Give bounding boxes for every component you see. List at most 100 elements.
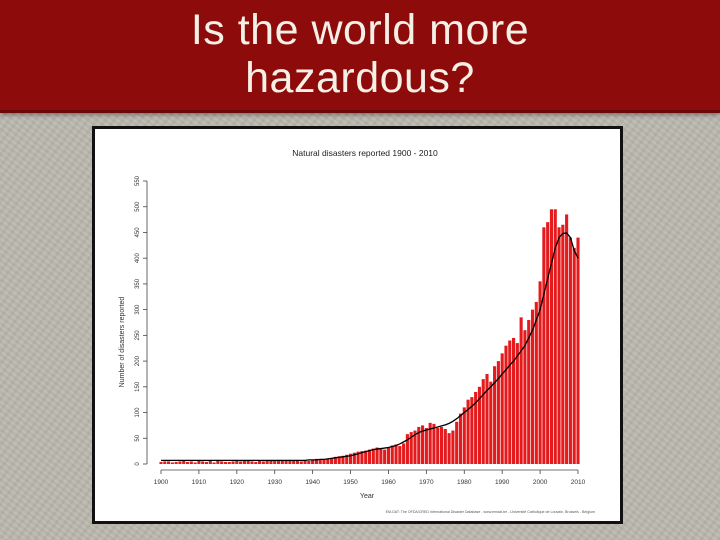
x-tick-label-1900: 1900 xyxy=(154,479,169,486)
bar-1962 xyxy=(394,444,398,464)
x-axis-label: Year xyxy=(360,493,375,500)
bar-1971 xyxy=(428,422,432,464)
y-axis-label: Number of disasters reported xyxy=(119,297,126,388)
bar-2003 xyxy=(549,209,554,464)
bar-1941 xyxy=(314,458,318,464)
bar-1966 xyxy=(409,432,413,464)
bar-1985 xyxy=(481,379,485,464)
bar-1945 xyxy=(330,457,334,464)
bar-1922 xyxy=(242,460,246,464)
bar-1925 xyxy=(254,461,258,464)
y-tick-label-450: 450 xyxy=(135,227,141,238)
bar-1955 xyxy=(367,449,372,464)
bar-1950 xyxy=(348,453,353,464)
y-tick-label-150: 150 xyxy=(135,381,141,392)
bar-1979 xyxy=(458,413,463,464)
x-tick-label-1920: 1920 xyxy=(230,479,245,486)
bar-1937 xyxy=(299,461,303,464)
y-tick-label-50: 50 xyxy=(135,434,141,441)
bar-1921 xyxy=(239,461,243,464)
bar-1988 xyxy=(493,366,497,464)
trend-line xyxy=(161,232,579,462)
bar-1995 xyxy=(519,317,523,464)
x-tick-label-1980: 1980 xyxy=(457,479,472,486)
bar-1999 xyxy=(534,301,538,464)
bar-1981 xyxy=(466,399,470,464)
bar-1947 xyxy=(337,456,341,464)
bar-1996 xyxy=(523,330,527,464)
bar-2004 xyxy=(553,209,557,464)
bar-1953 xyxy=(360,451,364,464)
bar-1963 xyxy=(398,445,402,464)
x-tick-label-2000: 2000 xyxy=(533,479,548,486)
bar-1939 xyxy=(307,460,311,464)
bar-1938 xyxy=(303,460,307,464)
y-tick-label-550: 550 xyxy=(135,175,141,186)
bar-1982 xyxy=(470,397,474,464)
bar-1964 xyxy=(402,443,406,464)
bar-1933 xyxy=(284,460,288,464)
bar-1907 xyxy=(185,461,190,464)
y-tick-label-350: 350 xyxy=(135,278,141,289)
y-tick-label-250: 250 xyxy=(135,330,141,341)
y-tick-group: 0 50 100 150 200 250 300 350 400 450 500 550 xyxy=(135,175,147,466)
bar-1909 xyxy=(193,462,197,464)
chart-title: Natural disasters reported 1900 - 2010 xyxy=(292,148,438,158)
bar-group xyxy=(159,209,580,464)
bar-1920 xyxy=(235,460,239,464)
bar-1936 xyxy=(295,460,300,464)
bar-2008 xyxy=(568,237,572,464)
bar-1969 xyxy=(421,425,425,464)
bar-1900 xyxy=(159,461,163,464)
bar-1948 xyxy=(341,455,345,464)
x-tick-label-1930: 1930 xyxy=(267,479,282,486)
bar-1967 xyxy=(413,430,417,464)
y-tick-label-300: 300 xyxy=(135,304,141,315)
bar-1935 xyxy=(292,460,296,464)
bar-2009 xyxy=(572,247,576,464)
bar-1923 xyxy=(246,460,250,464)
bar-1961 xyxy=(390,445,394,464)
y-tick-label-100: 100 xyxy=(135,407,141,418)
bar-1956 xyxy=(371,448,375,464)
bar-1976 xyxy=(447,433,451,464)
bar-1918 xyxy=(227,461,231,464)
bar-1914 xyxy=(212,462,216,464)
bar-1908 xyxy=(189,461,193,464)
bar-1968 xyxy=(417,426,421,464)
bar-2006 xyxy=(561,224,565,464)
bar-1934 xyxy=(288,459,292,464)
bar-1970 xyxy=(424,427,428,464)
slide-title-line-2: hazardous? xyxy=(245,54,475,102)
bar-1978 xyxy=(455,421,459,464)
bar-1901 xyxy=(163,461,167,464)
bar-1959 xyxy=(383,449,387,464)
bar-2007 xyxy=(565,214,569,464)
bar-1902 xyxy=(167,461,171,464)
bar-1916 xyxy=(220,461,224,464)
bar-1932 xyxy=(280,460,284,464)
disaster-bar-chart: 1900 1910 1920 1930 1940 1950 1960 1970 1980 1990… xyxy=(119,148,595,514)
bar-1903 xyxy=(170,462,174,464)
bar-1984 xyxy=(477,386,481,464)
bar-1917 xyxy=(223,461,227,464)
x-tick-label-2010: 2010 xyxy=(571,479,586,486)
slide-title-line-1: Is the world more xyxy=(190,6,530,54)
y-tick-label-400: 400 xyxy=(135,253,141,264)
bar-1913 xyxy=(208,460,212,464)
bar-2005 xyxy=(557,227,561,464)
x-tick-label-1970: 1970 xyxy=(419,479,434,486)
bar-1904 xyxy=(174,461,178,464)
chart-frame: 1900 1910 1920 1930 1940 1950 1960 1970 1980 1990… xyxy=(92,126,623,524)
bar-1931 xyxy=(276,459,281,464)
x-tick-label-1910: 1910 xyxy=(192,479,207,486)
bar-2010 xyxy=(576,237,580,464)
bar-1977 xyxy=(451,430,455,464)
bar-1949 xyxy=(345,454,349,464)
bar-1983 xyxy=(474,391,478,464)
bar-2001 xyxy=(542,227,546,464)
bar-1998 xyxy=(530,309,535,464)
bar-1919 xyxy=(231,461,235,464)
bar-1940 xyxy=(311,459,315,464)
title-band: Is the world more hazardous? xyxy=(0,0,720,113)
